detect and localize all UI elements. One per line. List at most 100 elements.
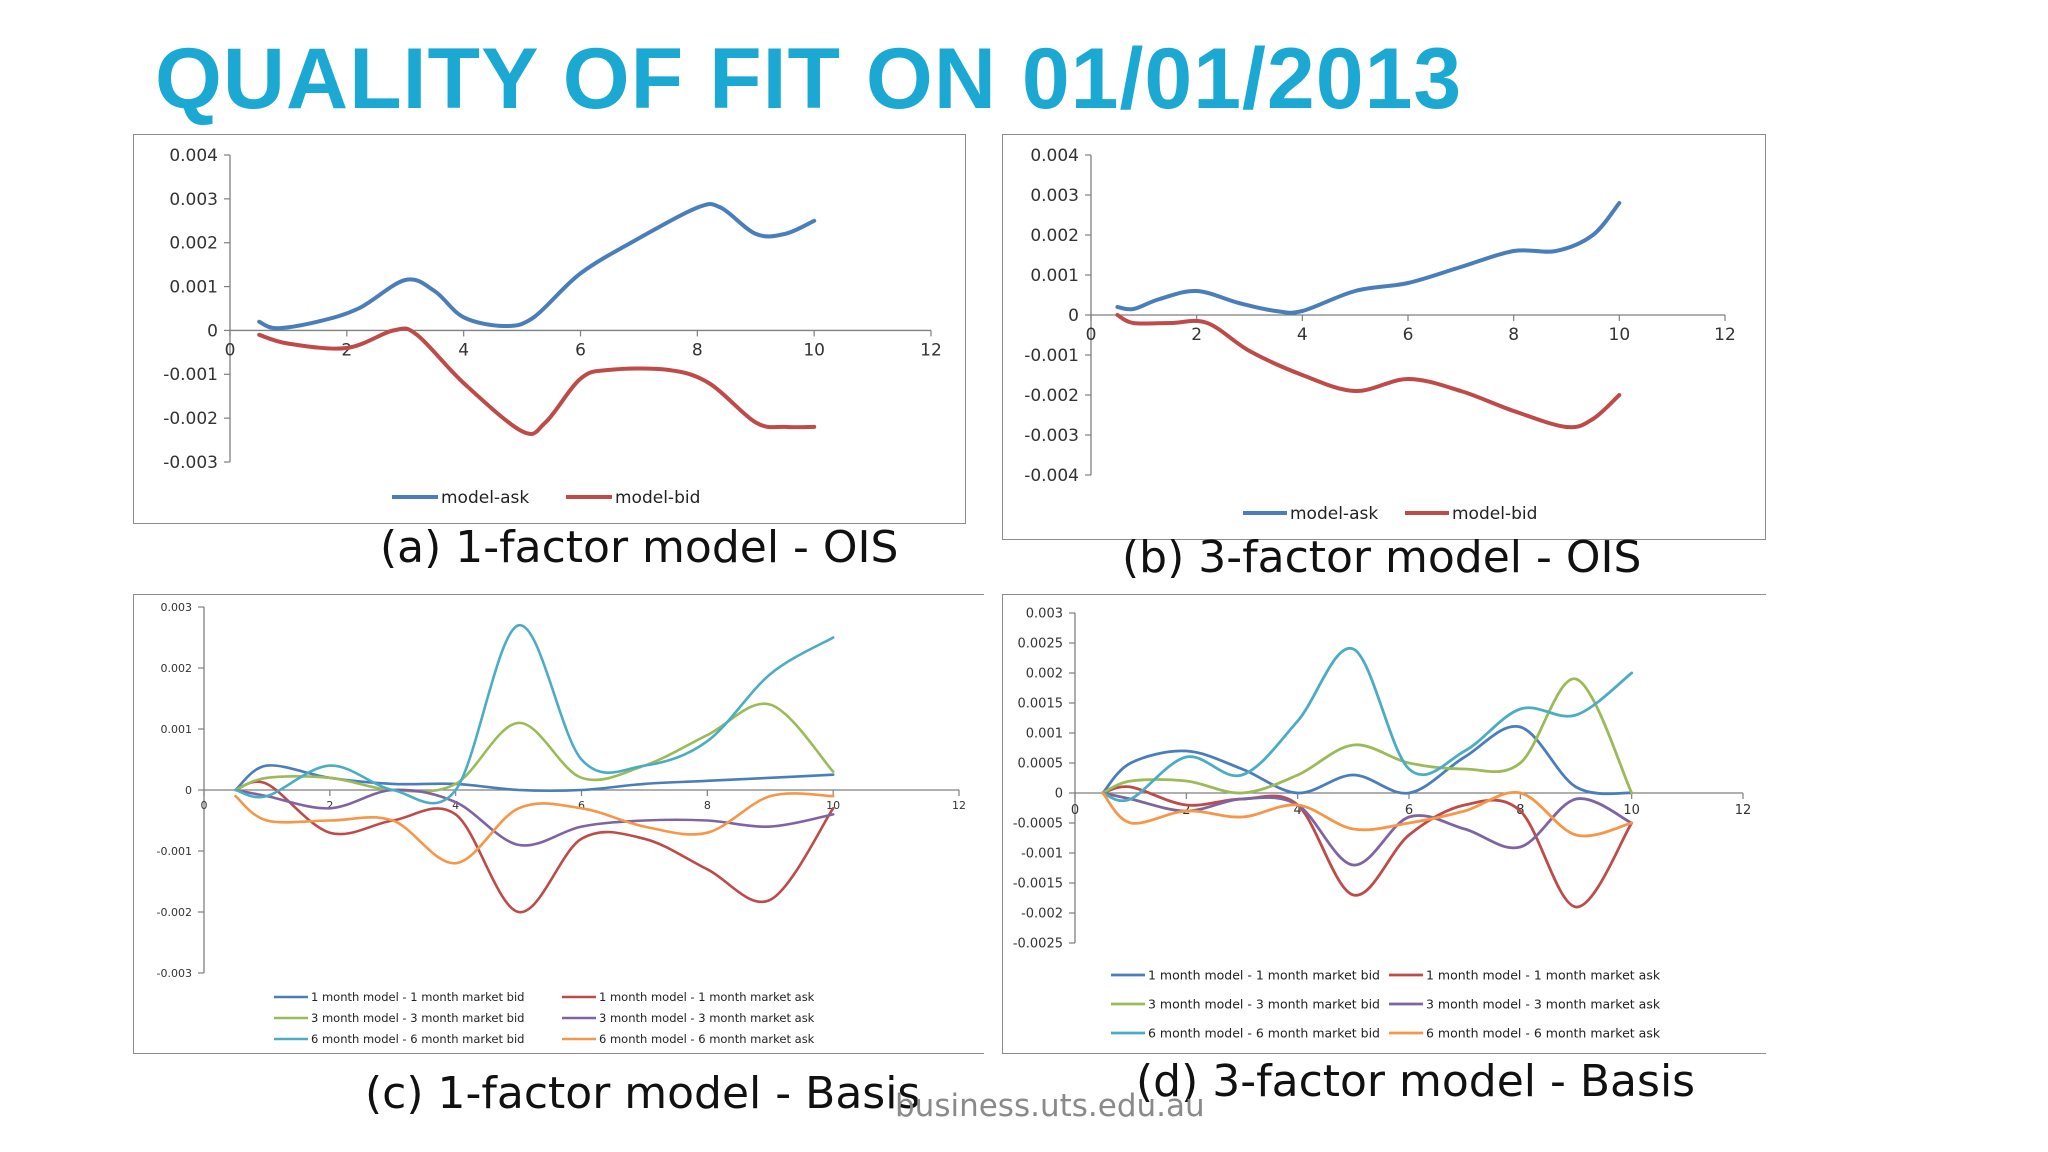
x-tick-label: 2 [1191, 325, 1202, 345]
line-chart-2: 0.004 0.003 0.002 0.001 0 -0.001 -0.002 -0.003 -… [1024, 146, 1736, 524]
series-line-6 [1101, 791, 1634, 838]
y-tick-label: -0.003 [1024, 426, 1079, 446]
x-tick-label: 8 [704, 799, 711, 812]
page-title: QUALITY OF FIT ON 01/01/2013 [155, 31, 1463, 127]
y-tick-label: 0 [207, 321, 218, 341]
series-line-1 [1115, 201, 1622, 315]
y-tick-label: 0.002 [161, 662, 193, 675]
series-line-1 [257, 202, 817, 331]
y-tick-label: -0.0015 [1013, 877, 1063, 892]
series-line-2 [1101, 785, 1634, 909]
chart-panel-3: 0.003 0.002 0.001 0 -0.001 -0.002 -0.003 0 2 4 6 8 1… [133, 594, 984, 1054]
line-chart-3: 0.003 0.002 0.001 0 -0.001 -0.002 -0.003 0 2 4 6 8 1… [157, 601, 966, 1046]
y-tick-label: -0.002 [1024, 386, 1079, 406]
chart-panel-1: 0.004 0.003 0.002 0.001 0 -0.001 -0.002 -0.003 0… [133, 134, 966, 524]
x-tick-label: 10 [803, 340, 825, 360]
chart-panel-2: 0.004 0.003 0.002 0.001 0 -0.001 -0.002 -0.003 -… [1002, 134, 1766, 540]
y-tick-label: -0.0005 [1013, 817, 1063, 832]
x-tick-label: 12 [1714, 325, 1736, 345]
y-tick-label: -0.002 [157, 906, 192, 919]
x-tick-label: 8 [1508, 325, 1519, 345]
y-tick-label: 0.001 [161, 723, 193, 736]
series-line-2 [1115, 313, 1622, 430]
y-tick-label: 0.004 [1030, 146, 1079, 166]
x-tick-label: 10 [826, 799, 840, 812]
y-tick-label: 0.0005 [1018, 757, 1064, 772]
caption-1: (a) 1-factor model - OIS [380, 522, 899, 573]
y-tick-label: 0.0025 [1018, 637, 1064, 652]
y-tick-label: 0.003 [1026, 607, 1063, 622]
legend-label: 1 month model - 1 month market ask [599, 990, 815, 1004]
series-line-4 [234, 788, 835, 847]
x-tick-label: 0 [1086, 325, 1097, 345]
x-tick-label: 4 [452, 799, 459, 812]
x-tick-label: 0 [201, 799, 208, 812]
y-tick-label: 0.001 [169, 278, 218, 298]
y-tick-label: 0.004 [169, 146, 218, 166]
legend-label: 3 month model - 3 month market ask [1426, 997, 1661, 1012]
legend-label: model-bid [615, 488, 700, 508]
x-tick-label: 6 [1403, 325, 1414, 345]
footer-url: business.uts.edu.au [895, 1088, 1205, 1124]
y-tick-label: -0.002 [163, 409, 218, 429]
x-tick-label: 12 [952, 799, 966, 812]
x-tick-label: 2 [326, 799, 333, 812]
legend-label: 6 month model - 6 month market ask [599, 1032, 815, 1046]
series-line-1 [1101, 724, 1634, 796]
y-tick-label: -0.001 [1021, 847, 1063, 862]
series-line-2 [234, 780, 835, 914]
chart-panel-4: 0.003 0.0025 0.002 0.0015 0.001 0.0005 0 -0.000… [1002, 594, 1766, 1054]
y-tick-label: 0.001 [1026, 727, 1063, 742]
series-line-5 [1101, 647, 1634, 803]
y-tick-label: 0.0015 [1018, 697, 1064, 712]
series-line-3 [1101, 677, 1634, 795]
y-tick-label: 0.003 [169, 190, 218, 210]
x-tick-label: 2 [341, 340, 352, 360]
series-line-6 [234, 792, 835, 865]
legend-label: 6 month model - 6 month market bid [1148, 1026, 1380, 1041]
y-tick-label: -0.001 [157, 845, 192, 858]
y-tick-label: 0.002 [1026, 667, 1063, 682]
legend-label: 1 month model - 1 month market ask [1426, 968, 1661, 983]
y-tick-label: 0.002 [1030, 226, 1079, 246]
y-tick-label: -0.0025 [1013, 937, 1063, 952]
legend-label: 1 month model - 1 month market bid [311, 990, 524, 1004]
legend-label: model-ask [1290, 504, 1378, 524]
line-chart-1: 0.004 0.003 0.002 0.001 0 -0.001 -0.002 -0.003 0… [163, 146, 942, 508]
y-tick-label: 0.002 [169, 234, 218, 254]
y-tick-label: -0.001 [1024, 346, 1079, 366]
legend-label: 6 month model - 6 month market bid [311, 1032, 524, 1046]
x-tick-label: 10 [1623, 803, 1640, 818]
x-tick-label: 6 [1405, 803, 1413, 818]
series-line-5 [234, 624, 835, 805]
y-tick-label: 0 [1055, 787, 1063, 802]
y-tick-label: -0.004 [1024, 466, 1079, 486]
y-tick-label: -0.002 [1021, 907, 1063, 922]
series-line-3 [234, 702, 835, 793]
legend-label: model-ask [441, 488, 529, 508]
x-tick-label: 12 [920, 340, 942, 360]
legend-label: 3 month model - 3 month market bid [311, 1011, 524, 1025]
x-tick-label: 12 [1735, 803, 1752, 818]
caption-4: (d) 3-factor model - Basis [1136, 1056, 1696, 1107]
line-chart-4: 0.003 0.0025 0.002 0.0015 0.001 0.0005 0 -0.000… [1013, 607, 1752, 1041]
caption-3: (c) 1-factor model - Basis [365, 1068, 921, 1119]
legend-label: 3 month model - 3 month market bid [1148, 997, 1380, 1012]
x-tick-label: 6 [578, 799, 585, 812]
legend-label: model-bid [1452, 504, 1537, 524]
x-tick-label: 8 [692, 340, 703, 360]
y-tick-label: -0.001 [163, 365, 218, 385]
y-tick-label: -0.003 [163, 453, 218, 473]
x-tick-label: 0 [225, 340, 236, 360]
legend-label: 6 month model - 6 month market ask [1426, 1026, 1661, 1041]
y-tick-label: -0.003 [157, 967, 192, 980]
legend-label: 1 month model - 1 month market bid [1148, 968, 1380, 983]
series-line-2 [257, 326, 817, 436]
x-tick-label: 10 [1609, 325, 1631, 345]
legend-label: 3 month model - 3 month market ask [599, 1011, 815, 1025]
y-tick-label: 0 [185, 784, 192, 797]
y-tick-label: 0 [1068, 306, 1079, 326]
x-tick-label: 4 [1297, 325, 1308, 345]
x-tick-label: 4 [458, 340, 469, 360]
caption-2: (b) 3-factor model - OIS [1122, 532, 1642, 583]
